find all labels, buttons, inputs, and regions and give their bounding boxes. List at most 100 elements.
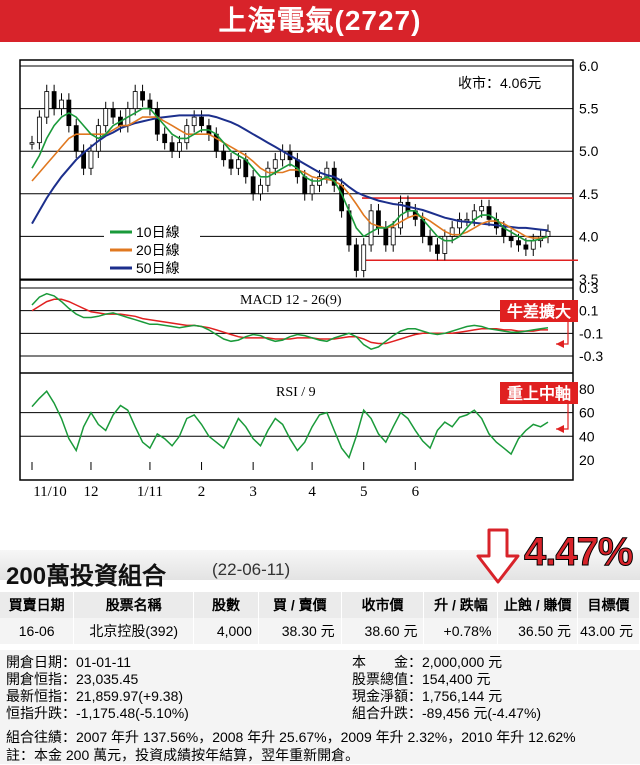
portfolio-summary: 開倉日期：01-01-11 開倉恒指：23,035.45 最新恒指：21,859…	[0, 648, 640, 724]
summary-item: 恒指升跌：-1,175.48(-5.10%)	[6, 705, 189, 721]
col-header: 股票名稱	[73, 592, 195, 618]
summary-key: 恒指升跌：	[6, 705, 76, 721]
candle	[132, 91, 138, 110]
x-tick-label: 11/10	[33, 484, 67, 500]
candle	[258, 184, 263, 195]
candle	[228, 159, 234, 169]
arrow-head-icon	[556, 425, 564, 433]
y-tick-label: 5.0	[579, 143, 599, 159]
candle	[530, 240, 536, 250]
x-tick-label: 3	[249, 484, 257, 500]
candle	[110, 108, 116, 118]
portfolio-title-bar	[0, 550, 640, 580]
summary-item: 組合升跌：-89,456 元(-4.47%)	[352, 705, 541, 721]
summary-key: 本 金：	[352, 654, 422, 670]
candle	[383, 227, 389, 246]
col-header: 收市價	[341, 592, 425, 618]
candle	[427, 235, 433, 246]
close-price: 38.60 元	[341, 618, 425, 644]
history-text: 組合往績：2007 年升 137.56%，2008 年升 25.67%，2009…	[6, 729, 576, 745]
summary-key: 開倉日期：	[6, 654, 76, 670]
stock-name: 北京控股(392)	[73, 618, 195, 644]
x-tick-label: 2	[198, 484, 206, 500]
col-header: 買 / 賣價	[258, 592, 342, 618]
summary-item: 開倉恒指：23,035.45	[6, 671, 138, 687]
summary-value: 01-01-11	[76, 654, 132, 670]
annotation-box	[500, 300, 578, 322]
candle	[442, 235, 448, 254]
candle	[464, 218, 470, 222]
legend-label: 50日線	[136, 260, 180, 276]
candle	[140, 91, 145, 101]
y-tick-label: 3.5	[579, 271, 599, 287]
candle	[29, 142, 35, 145]
summary-value: 154,400 元	[422, 671, 491, 687]
x-tick-label: 6	[412, 484, 420, 500]
trade-date: 16-06	[0, 618, 75, 644]
candle	[81, 150, 86, 169]
candle	[162, 133, 168, 144]
summary-item: 現金淨額：1,756,144 元	[352, 688, 502, 704]
y-tick-label: 6.0	[579, 58, 599, 74]
candle	[250, 176, 256, 195]
summary-key: 組合升跌：	[352, 705, 422, 721]
note-text: 註：本金 200 萬元，投資成績按年結算，翌年重新開倉。	[6, 747, 360, 763]
candle	[272, 159, 278, 169]
shares: 4,000	[193, 618, 259, 644]
candle	[486, 206, 492, 220]
candle	[154, 108, 160, 135]
summary-item: 最新恒指：21,859.97(+9.38)	[6, 688, 183, 704]
change-pct: +0.78%	[423, 618, 499, 644]
summary-value: 2,000,000 元	[422, 654, 503, 670]
candle	[191, 116, 197, 127]
close-price-label: 收市：4.06元	[458, 75, 541, 91]
y-tick-label: 0.3	[579, 280, 599, 296]
col-header: 升 / 跌幅	[423, 592, 499, 618]
portfolio-header: 200萬投資組合 (22-06-11) 4.47%	[0, 522, 640, 592]
holdings-table: 買賣日期 股票名稱 股數 買 / 賣價 收市價 升 / 跌幅 止蝕 / 賺價 目…	[0, 592, 640, 644]
table-row: 16-06 北京控股(392) 4,000 38.30 元 38.60 元 +0…	[0, 618, 640, 644]
summary-value: -1,175.48(-5.10%)	[76, 705, 189, 721]
candle	[51, 91, 57, 110]
portfolio-title: 200萬投資組合	[6, 563, 167, 590]
candle	[235, 159, 241, 169]
arrow-head-icon	[556, 340, 564, 348]
y-tick-label: 40	[579, 428, 595, 444]
summary-value: -89,456 元(-4.47%)	[422, 705, 542, 721]
y-tick-label: -0.1	[579, 325, 603, 341]
summary-key: 現金淨額：	[352, 688, 422, 704]
portfolio-change: 4.47%	[523, 530, 633, 575]
candle	[59, 99, 64, 110]
candle	[169, 142, 175, 152]
down-arrow-icon	[476, 528, 520, 584]
rsi-title: RSI / 9	[276, 385, 316, 400]
candle	[147, 99, 153, 110]
summary-value: 1,756,144 元	[422, 688, 503, 704]
y-tick-label: -0.3	[579, 348, 603, 364]
col-header: 買賣日期	[0, 592, 75, 618]
summary-key: 最新恒指：	[6, 688, 76, 704]
summary-item: 開倉日期：01-01-11	[6, 654, 131, 670]
candle	[457, 218, 462, 229]
holdings-header-row: 買賣日期 股票名稱 股數 買 / 賣價 收市價 升 / 跌幅 止蝕 / 賺價 目…	[0, 592, 640, 618]
summary-key: 股票總值：	[352, 671, 422, 687]
candle	[199, 116, 204, 127]
candle	[368, 210, 374, 246]
y-tick-label: 80	[579, 381, 595, 397]
rsi-line	[31, 390, 549, 460]
summary-key: 開倉恒指：	[6, 671, 76, 687]
annotation-box	[500, 382, 578, 404]
y-tick-label: 5.5	[579, 101, 599, 117]
col-header: 股數	[193, 592, 259, 618]
candle	[390, 227, 396, 246]
x-tick-label: 12	[83, 484, 98, 500]
legend-label: 10日線	[136, 224, 180, 240]
candle	[221, 150, 227, 161]
candle	[88, 150, 94, 169]
candle	[309, 184, 315, 195]
candle	[361, 244, 367, 271]
candle	[177, 142, 182, 152]
rsi-annotation: 重上中軸	[507, 384, 571, 403]
y-tick-label: 60	[579, 405, 595, 421]
summary-item: 股票總值：154,400 元	[352, 671, 491, 687]
